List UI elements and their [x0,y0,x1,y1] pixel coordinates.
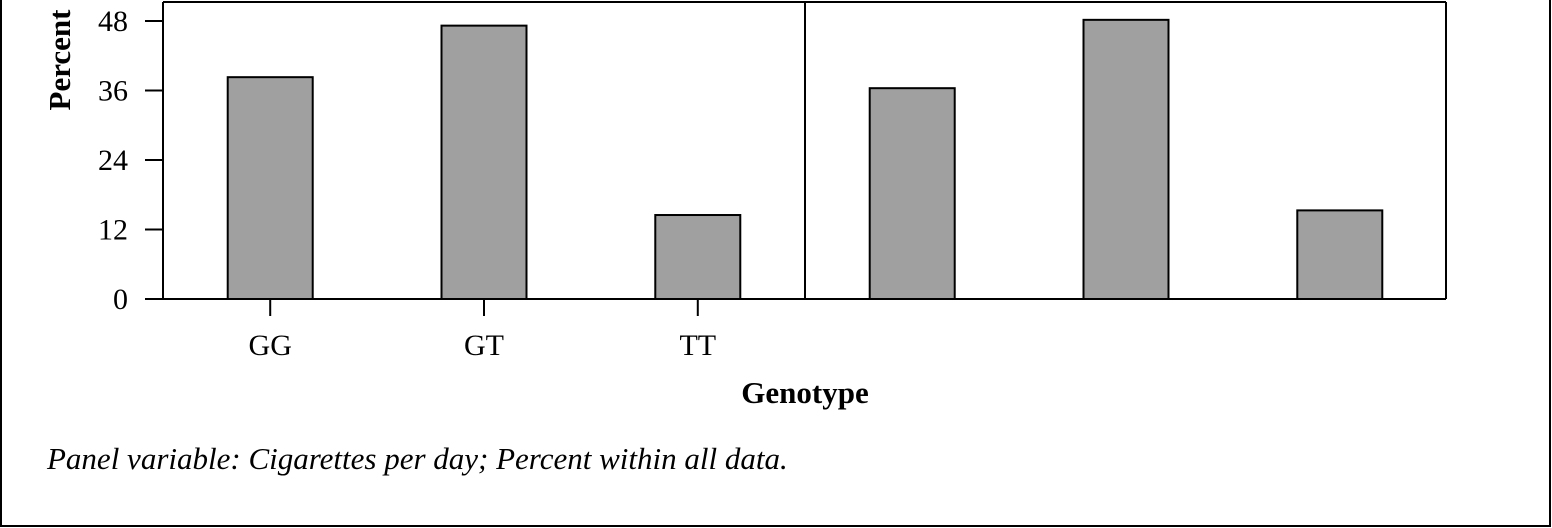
bar-panel2-tt [1296,209,1384,300]
y-tick-label: 12 [98,214,128,247]
y-axis-title: Percent [42,9,77,111]
x-tick-label: GT [464,329,504,362]
x-tick-label: TT [679,329,716,362]
bar-panel2-gt [1082,18,1170,300]
y-tick-label: 48 [98,5,128,38]
bars [226,18,1384,301]
y-axis: 0 12 24 36 48 [98,5,163,316]
bar-panel2-gg [868,87,956,300]
x-tick-label: GG [249,329,292,362]
x-axis-title: Genotype [741,375,868,410]
panel-frames [145,1,1447,300]
y-tick-label: 0 [113,283,128,316]
caption: Panel variable: Cigarettes per day; Perc… [46,441,788,476]
bar-panel1-gg [226,76,314,300]
y-tick-label: 24 [98,144,128,177]
bar-panel1-tt [654,214,742,300]
x-axis: GG GT TT [249,299,716,362]
bar-panel1-gt [440,24,528,301]
y-tick-label: 36 [98,75,128,108]
